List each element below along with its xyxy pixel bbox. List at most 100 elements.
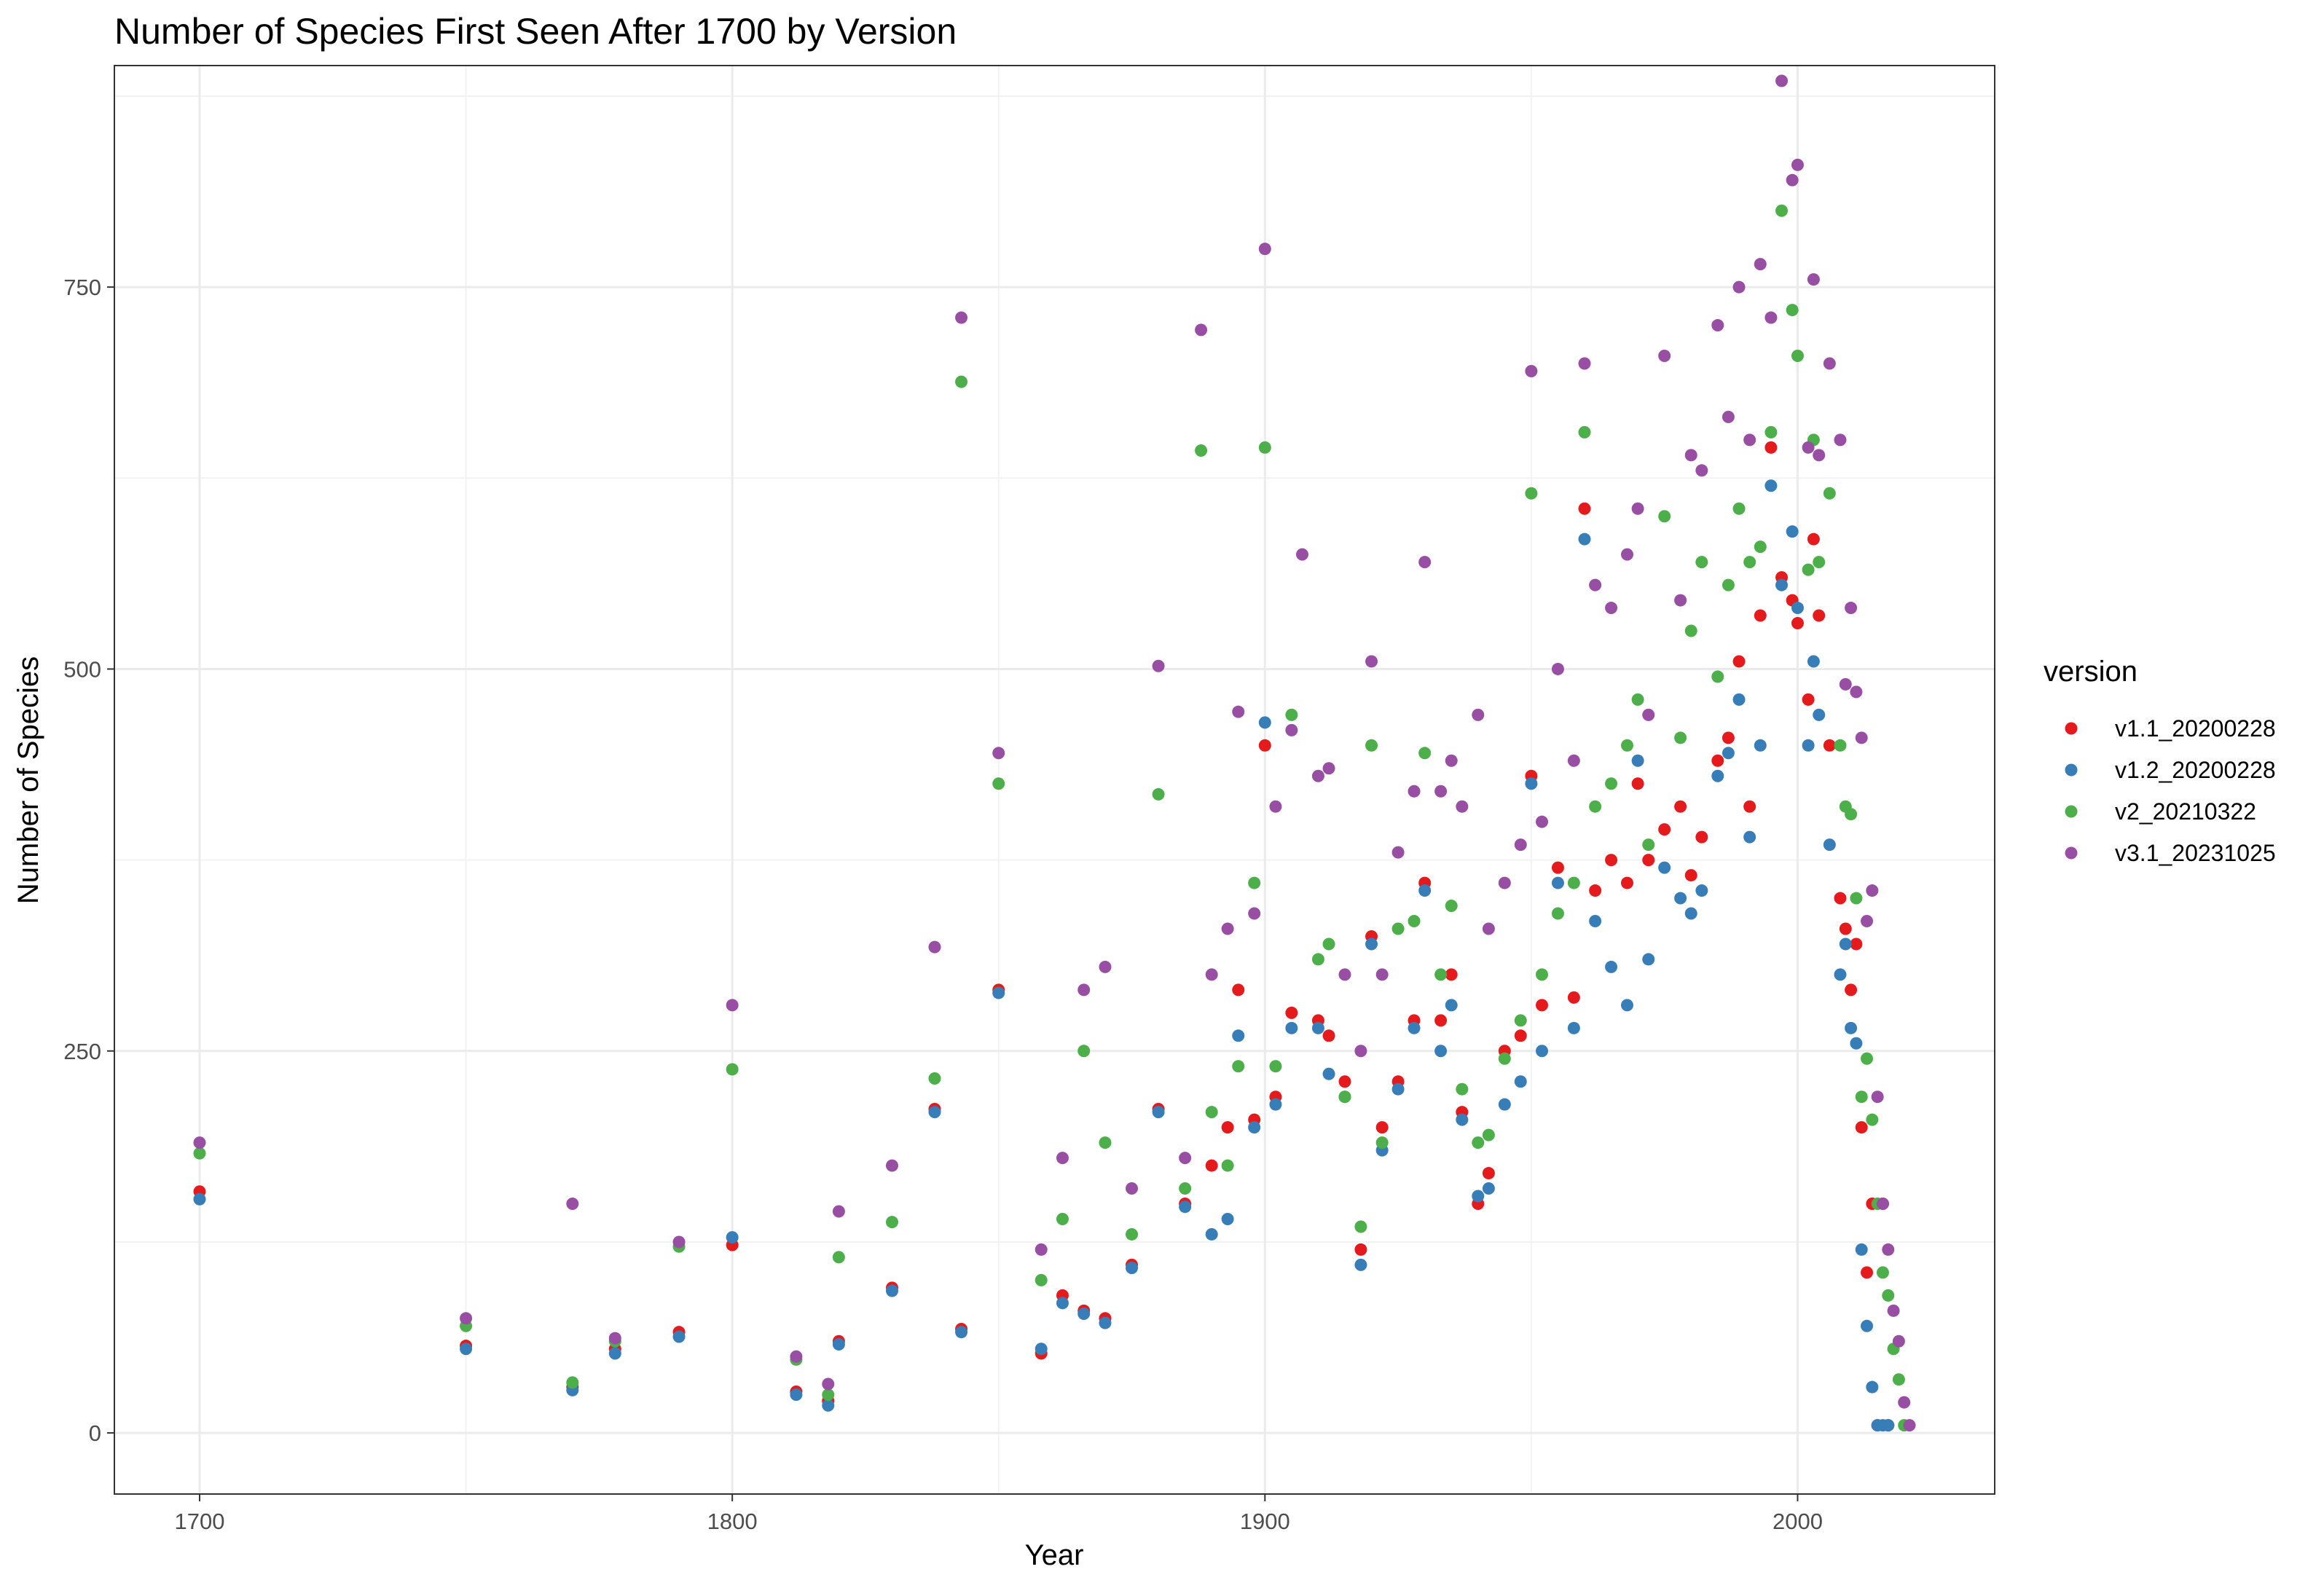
data-point [885, 1159, 898, 1172]
data-point [1391, 1082, 1405, 1096]
data-point [1434, 785, 1448, 798]
x-tick-label: 1800 [707, 1509, 758, 1534]
data-point [1126, 1262, 1139, 1275]
data-point [1775, 204, 1789, 217]
data-point [1445, 754, 1458, 767]
data-point [1887, 1304, 1900, 1317]
data-point [1861, 915, 1874, 928]
data-point [1732, 655, 1746, 668]
data-point [955, 375, 968, 388]
data-point [1258, 716, 1271, 729]
data-point [1791, 602, 1804, 615]
data-point [1285, 1021, 1298, 1034]
data-point [1743, 556, 1756, 569]
data-point [1126, 1227, 1139, 1241]
data-point [928, 1072, 941, 1085]
data-point [1322, 1067, 1335, 1080]
data-point [1839, 922, 1852, 935]
data-point [1695, 830, 1708, 844]
data-point [1354, 1045, 1367, 1058]
data-point [1434, 968, 1448, 981]
data-point [992, 986, 1005, 999]
data-point [1514, 1075, 1527, 1088]
data-point [1674, 800, 1687, 813]
data-point [1258, 739, 1271, 752]
data-point [1754, 541, 1767, 554]
data-point [1445, 968, 1458, 981]
legend-key-v3.1_20231025 [2065, 846, 2078, 860]
data-point [1445, 999, 1458, 1012]
data-point [1099, 960, 1112, 973]
y-tick-label: 500 [63, 656, 101, 682]
data-point [1482, 1182, 1495, 1195]
data-point [1658, 861, 1671, 874]
data-point [1456, 1082, 1469, 1096]
data-point [608, 1332, 621, 1345]
data-point [1605, 960, 1618, 973]
data-point [1620, 999, 1633, 1012]
data-point [1813, 708, 1826, 721]
data-point [955, 1326, 968, 1339]
data-point [193, 1192, 206, 1206]
data-point [1418, 556, 1432, 569]
data-point [1322, 762, 1335, 775]
data-point [1845, 983, 1858, 997]
data-point [1056, 1212, 1069, 1225]
data-point [1855, 1090, 1868, 1104]
data-point [1589, 800, 1602, 813]
data-point [1525, 777, 1538, 790]
data-point [1823, 739, 1836, 752]
data-point [1866, 884, 1879, 897]
data-point [1807, 273, 1820, 286]
data-point [1514, 838, 1527, 852]
data-point [1743, 433, 1756, 447]
data-point [1871, 1090, 1884, 1104]
data-point [1589, 578, 1602, 591]
data-point [1631, 754, 1644, 767]
data-point [1482, 922, 1495, 935]
data-point [1743, 830, 1756, 844]
data-point [885, 1284, 898, 1297]
data-point [885, 1216, 898, 1229]
plot-panel-border [114, 65, 1995, 1495]
data-point [1482, 1167, 1495, 1180]
data-point [1892, 1335, 1905, 1348]
data-point [1205, 968, 1218, 981]
data-point [1850, 892, 1863, 905]
data-point [1418, 747, 1432, 760]
data-point [1876, 1198, 1889, 1211]
data-point [1152, 787, 1165, 801]
data-point [1684, 449, 1697, 462]
data-point [1605, 602, 1618, 615]
data-point [1536, 1045, 1549, 1058]
data-point [1845, 1021, 1858, 1034]
data-point [1684, 869, 1697, 882]
data-point [1732, 280, 1746, 294]
x-tick-label: 2000 [1773, 1509, 1823, 1534]
data-point [1338, 1090, 1351, 1104]
data-point [1258, 243, 1271, 256]
data-point [1434, 1014, 1448, 1027]
data-point [1221, 1121, 1234, 1134]
data-point [1732, 502, 1746, 515]
data-point [1791, 617, 1804, 630]
data-point [1285, 1006, 1298, 1019]
data-point [1631, 502, 1644, 515]
data-point [1391, 846, 1405, 859]
data-point [1322, 938, 1335, 951]
data-point [928, 940, 941, 954]
data-point [790, 1388, 803, 1402]
data-point [1514, 1014, 1527, 1027]
data-point [1786, 304, 1799, 317]
data-point [822, 1388, 835, 1402]
data-point [1205, 1106, 1218, 1119]
data-point [822, 1399, 835, 1412]
data-point [1684, 624, 1697, 637]
data-point [1269, 800, 1282, 813]
data-point [1892, 1373, 1905, 1386]
data-point [1269, 1098, 1282, 1111]
data-point [1077, 983, 1091, 997]
data-point [1802, 563, 1815, 576]
